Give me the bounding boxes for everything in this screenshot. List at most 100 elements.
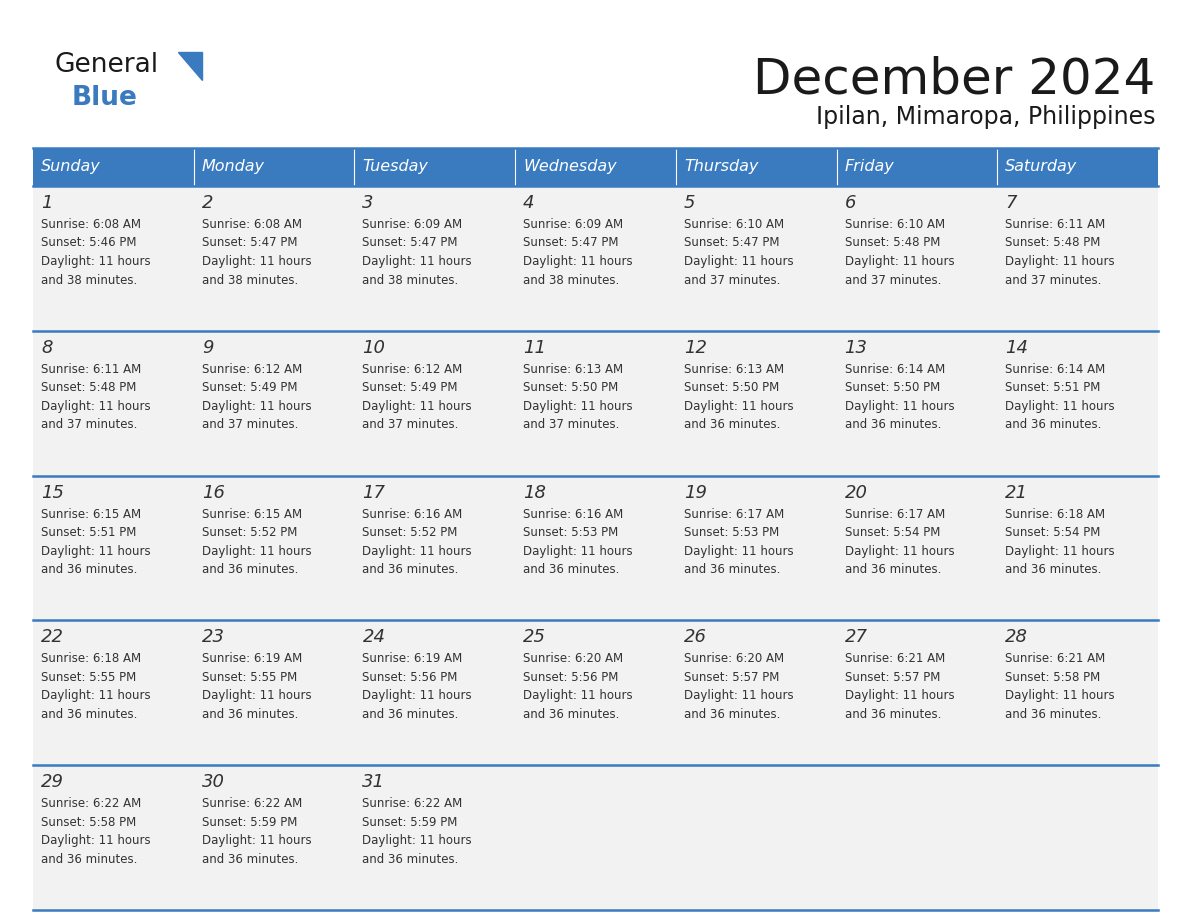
- Text: Sunrise: 6:15 AM: Sunrise: 6:15 AM: [202, 508, 302, 521]
- Text: 11: 11: [523, 339, 546, 357]
- Text: and 36 minutes.: and 36 minutes.: [1005, 708, 1101, 721]
- Text: 3: 3: [362, 194, 374, 212]
- Text: Sunset: 5:54 PM: Sunset: 5:54 PM: [845, 526, 940, 539]
- Bar: [836, 148, 997, 186]
- Bar: [997, 330, 1158, 476]
- Text: Sunrise: 6:12 AM: Sunrise: 6:12 AM: [362, 363, 462, 375]
- Polygon shape: [178, 52, 202, 80]
- Text: Blue: Blue: [72, 85, 138, 111]
- Text: Daylight: 11 hours: Daylight: 11 hours: [202, 689, 311, 702]
- Bar: [194, 621, 354, 766]
- Text: 9: 9: [202, 339, 213, 357]
- Text: Sunrise: 6:20 AM: Sunrise: 6:20 AM: [684, 653, 784, 666]
- Text: Daylight: 11 hours: Daylight: 11 hours: [42, 834, 151, 847]
- Text: Sunrise: 6:14 AM: Sunrise: 6:14 AM: [845, 363, 944, 375]
- Bar: [997, 476, 1158, 621]
- Text: Sunset: 5:49 PM: Sunset: 5:49 PM: [202, 381, 297, 395]
- Text: Daylight: 11 hours: Daylight: 11 hours: [202, 544, 311, 557]
- Bar: [33, 766, 194, 910]
- Text: 6: 6: [845, 194, 857, 212]
- Bar: [836, 476, 997, 621]
- Text: and 36 minutes.: and 36 minutes.: [684, 563, 781, 577]
- Text: Sunset: 5:53 PM: Sunset: 5:53 PM: [684, 526, 779, 539]
- Text: and 36 minutes.: and 36 minutes.: [845, 563, 941, 577]
- Text: Sunset: 5:47 PM: Sunset: 5:47 PM: [202, 237, 297, 250]
- Bar: [194, 186, 354, 330]
- Text: 1: 1: [42, 194, 52, 212]
- Text: 4: 4: [523, 194, 535, 212]
- Text: and 37 minutes.: and 37 minutes.: [42, 419, 138, 431]
- Text: Sunrise: 6:20 AM: Sunrise: 6:20 AM: [523, 653, 624, 666]
- Bar: [997, 148, 1158, 186]
- Text: Sunset: 5:54 PM: Sunset: 5:54 PM: [1005, 526, 1100, 539]
- Bar: [33, 330, 194, 476]
- Text: and 38 minutes.: and 38 minutes.: [202, 274, 298, 286]
- Text: Sunrise: 6:10 AM: Sunrise: 6:10 AM: [684, 218, 784, 231]
- Text: Sunset: 5:48 PM: Sunset: 5:48 PM: [42, 381, 137, 395]
- Text: Daylight: 11 hours: Daylight: 11 hours: [684, 255, 794, 268]
- Text: Sunrise: 6:18 AM: Sunrise: 6:18 AM: [1005, 508, 1105, 521]
- Bar: [516, 186, 676, 330]
- Bar: [354, 766, 516, 910]
- Text: 17: 17: [362, 484, 385, 501]
- Bar: [676, 148, 836, 186]
- Text: and 37 minutes.: and 37 minutes.: [523, 419, 619, 431]
- Bar: [354, 476, 516, 621]
- Text: Sunset: 5:57 PM: Sunset: 5:57 PM: [684, 671, 779, 684]
- Text: Daylight: 11 hours: Daylight: 11 hours: [362, 255, 472, 268]
- Text: Daylight: 11 hours: Daylight: 11 hours: [362, 689, 472, 702]
- Text: Sunset: 5:58 PM: Sunset: 5:58 PM: [1005, 671, 1100, 684]
- Bar: [33, 186, 194, 330]
- Text: 31: 31: [362, 773, 385, 791]
- Text: Sunset: 5:55 PM: Sunset: 5:55 PM: [42, 671, 137, 684]
- Text: 23: 23: [202, 629, 225, 646]
- Text: 28: 28: [1005, 629, 1029, 646]
- Text: and 37 minutes.: and 37 minutes.: [1005, 274, 1101, 286]
- Text: Daylight: 11 hours: Daylight: 11 hours: [1005, 689, 1114, 702]
- Text: and 37 minutes.: and 37 minutes.: [202, 419, 298, 431]
- Text: and 36 minutes.: and 36 minutes.: [42, 853, 138, 866]
- Text: and 37 minutes.: and 37 minutes.: [362, 419, 459, 431]
- Text: Daylight: 11 hours: Daylight: 11 hours: [845, 689, 954, 702]
- Text: Sunrise: 6:16 AM: Sunrise: 6:16 AM: [362, 508, 462, 521]
- Bar: [194, 476, 354, 621]
- Text: Daylight: 11 hours: Daylight: 11 hours: [202, 834, 311, 847]
- Bar: [676, 330, 836, 476]
- Bar: [33, 148, 194, 186]
- Text: Thursday: Thursday: [684, 160, 758, 174]
- Text: and 38 minutes.: and 38 minutes.: [362, 274, 459, 286]
- Text: Sunrise: 6:22 AM: Sunrise: 6:22 AM: [42, 797, 141, 811]
- Text: 14: 14: [1005, 339, 1029, 357]
- Text: Sunset: 5:50 PM: Sunset: 5:50 PM: [523, 381, 619, 395]
- Bar: [516, 330, 676, 476]
- Text: 22: 22: [42, 629, 64, 646]
- Text: and 36 minutes.: and 36 minutes.: [684, 708, 781, 721]
- Text: Wednesday: Wednesday: [523, 160, 617, 174]
- Text: Sunset: 5:47 PM: Sunset: 5:47 PM: [523, 237, 619, 250]
- Bar: [516, 766, 676, 910]
- Text: Daylight: 11 hours: Daylight: 11 hours: [845, 544, 954, 557]
- Text: and 36 minutes.: and 36 minutes.: [362, 563, 459, 577]
- Text: Sunrise: 6:19 AM: Sunrise: 6:19 AM: [362, 653, 462, 666]
- Text: Daylight: 11 hours: Daylight: 11 hours: [42, 400, 151, 413]
- Text: Daylight: 11 hours: Daylight: 11 hours: [845, 255, 954, 268]
- Text: 29: 29: [42, 773, 64, 791]
- Text: and 36 minutes.: and 36 minutes.: [684, 419, 781, 431]
- Bar: [194, 148, 354, 186]
- Text: December 2024: December 2024: [753, 55, 1155, 103]
- Text: Sunset: 5:52 PM: Sunset: 5:52 PM: [362, 526, 457, 539]
- Text: Sunset: 5:47 PM: Sunset: 5:47 PM: [362, 237, 457, 250]
- Text: Sunrise: 6:11 AM: Sunrise: 6:11 AM: [1005, 218, 1106, 231]
- Text: 10: 10: [362, 339, 385, 357]
- Text: Ipilan, Mimaropa, Philippines: Ipilan, Mimaropa, Philippines: [815, 105, 1155, 129]
- Text: Daylight: 11 hours: Daylight: 11 hours: [523, 689, 633, 702]
- Bar: [676, 621, 836, 766]
- Text: Sunrise: 6:10 AM: Sunrise: 6:10 AM: [845, 218, 944, 231]
- Bar: [194, 330, 354, 476]
- Bar: [836, 766, 997, 910]
- Text: Sunrise: 6:11 AM: Sunrise: 6:11 AM: [42, 363, 141, 375]
- Text: Sunset: 5:58 PM: Sunset: 5:58 PM: [42, 816, 137, 829]
- Text: and 36 minutes.: and 36 minutes.: [202, 563, 298, 577]
- Text: Sunset: 5:50 PM: Sunset: 5:50 PM: [845, 381, 940, 395]
- Text: 20: 20: [845, 484, 867, 501]
